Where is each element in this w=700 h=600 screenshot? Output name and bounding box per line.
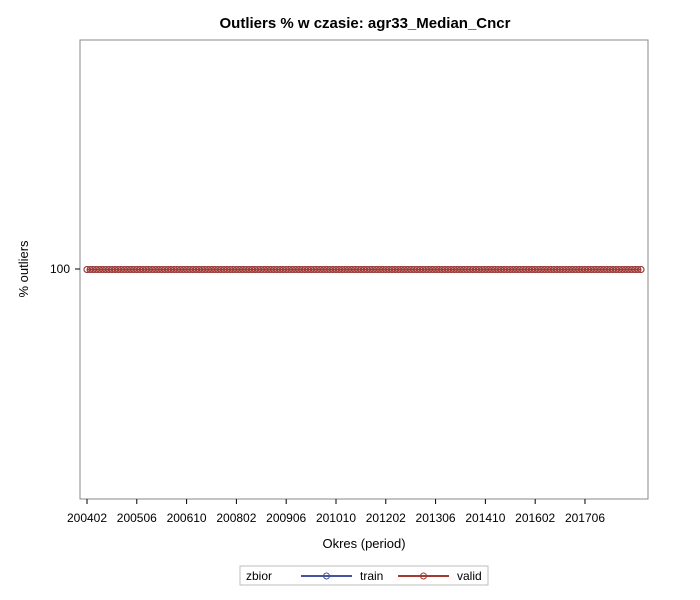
legend-title: zbior	[246, 569, 272, 583]
legend-train-label: train	[360, 569, 383, 583]
x-tick-label-201410: 201410	[465, 511, 505, 525]
point-valid-178	[637, 266, 645, 273]
legend-valid-marker	[420, 572, 427, 580]
x-tick-label-200906: 200906	[266, 511, 306, 525]
legend: zbior train valid	[239, 565, 489, 586]
x-tick-label-201010: 201010	[316, 511, 356, 525]
legend-train-marker	[323, 572, 330, 580]
y-axis-label: % outliers	[16, 240, 31, 298]
x-tick-label-201602: 201602	[515, 511, 555, 525]
series-layer	[83, 266, 645, 273]
x-tick-label-200506: 200506	[117, 511, 157, 525]
legend-frame	[239, 565, 489, 586]
x-tick-label-200802: 200802	[216, 511, 256, 525]
y-axis: 100	[50, 262, 80, 276]
chart-title: Outliers % w czasie: agr33_Median_Cncr	[220, 15, 511, 32]
legend-valid-label: valid	[457, 569, 482, 583]
x-axis-label: Okres (period)	[322, 536, 405, 551]
x-tick-label-201306: 201306	[416, 511, 456, 525]
series-valid	[83, 266, 645, 273]
x-axis: 200402 200506 200610 200802 200906 201010 2012…	[67, 499, 605, 525]
x-tick-label-201202: 201202	[366, 511, 406, 525]
y-tick-label-100: 100	[50, 262, 70, 276]
x-tick-label-200402: 200402	[67, 511, 107, 525]
x-tick-label-200610: 200610	[167, 511, 207, 525]
x-tick-label-201706: 201706	[565, 511, 605, 525]
point-valid-177	[634, 266, 642, 273]
